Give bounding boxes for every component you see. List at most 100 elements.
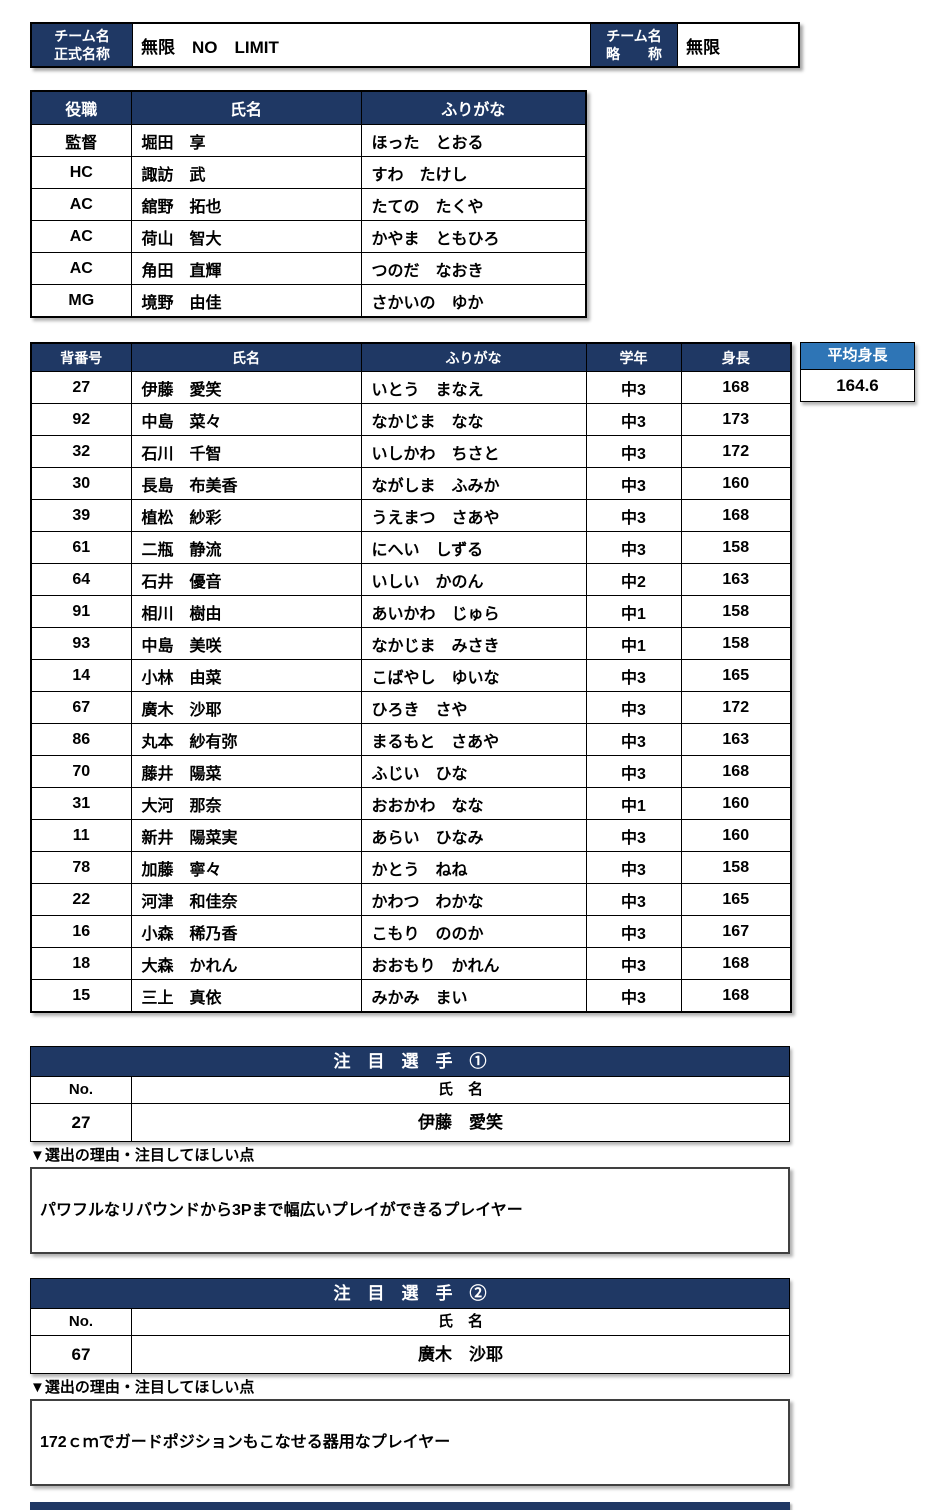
player-furigana-cell: なかじま なな xyxy=(360,403,587,436)
player-number-cell: 61 xyxy=(30,531,132,564)
featured-player-1-table: 注 目 選 手 ① No. 氏 名 27 伊藤 愛笑 xyxy=(30,1046,790,1142)
featured-player-2-title: 注 目 選 手 ② xyxy=(31,1279,789,1309)
player-furigana-cell: いしい かのん xyxy=(360,563,587,596)
staff-name-cell: 荷山 智大 xyxy=(130,220,362,253)
player-height-cell: 168 xyxy=(680,947,792,980)
player-header-grade: 学年 xyxy=(585,342,682,372)
staff-role-cell: HC xyxy=(30,156,132,189)
player-number-cell: 27 xyxy=(30,371,132,404)
staff-row: AC 角田 直輝 つのだ なおき xyxy=(30,252,587,285)
staff-name-cell: 諏訪 武 xyxy=(130,156,362,189)
player-row: 86 丸本 紗有弥 まるもと さあや 中3 163 xyxy=(30,723,792,756)
player-height-cell: 158 xyxy=(680,627,792,660)
staff-row: AC 荷山 智大 かやま ともひろ xyxy=(30,220,587,253)
player-row: 14 小林 由菜 こばやし ゆいな 中3 165 xyxy=(30,659,792,692)
player-grade-cell: 中3 xyxy=(585,467,682,500)
player-height-cell: 173 xyxy=(680,403,792,436)
player-number-cell: 11 xyxy=(30,819,132,852)
team-name-block: チーム名 正式名称 無限 NO LIMIT チーム名 略 称 無限 xyxy=(30,22,800,68)
team-official-name-value: 無限 NO LIMIT xyxy=(141,37,279,57)
player-height-cell: 160 xyxy=(680,787,792,820)
player-header-height: 身長 xyxy=(680,342,792,372)
staff-name-cell: 角田 直輝 xyxy=(130,252,362,285)
player-height-cell: 172 xyxy=(680,691,792,724)
player-row: 70 藤井 陽菜 ふじい ひな 中3 168 xyxy=(30,755,792,788)
featured-player-2-name: 廣木 沙耶 xyxy=(418,1345,503,1364)
player-grade-cell: 中3 xyxy=(585,691,682,724)
player-number-cell: 31 xyxy=(30,787,132,820)
player-number-cell: 15 xyxy=(30,979,132,1013)
featured-player-2-reason-box: 172ｃｍでガードポジションもこなせる器用なプレイヤー xyxy=(30,1399,790,1486)
staff-header-name: 氏名 xyxy=(130,90,362,125)
player-furigana-cell: いとう まなえ xyxy=(360,371,587,404)
player-furigana-cell: うえまつ さあや xyxy=(360,499,587,532)
player-furigana-cell: あいかわ じゅら xyxy=(360,595,587,628)
player-row: 32 石川 千智 いしかわ ちさと 中3 172 xyxy=(30,435,792,468)
staff-row: HC 諏訪 武 すわ たけし xyxy=(30,156,587,189)
player-name-cell: 丸本 紗有弥 xyxy=(130,723,362,756)
average-height-value: 164.6 xyxy=(800,370,915,402)
player-grade-cell: 中2 xyxy=(585,563,682,596)
player-grade-cell: 中3 xyxy=(585,979,682,1013)
player-row: 18 大森 かれん おおもり かれん 中3 168 xyxy=(30,947,792,980)
average-height-column: 平均身長 164.6 xyxy=(800,342,915,402)
featured-player-1-name: 伊藤 愛笑 xyxy=(418,1113,503,1132)
player-furigana-cell: おおもり かれん xyxy=(360,947,587,980)
player-number-cell: 67 xyxy=(30,691,132,724)
player-grade-cell: 中3 xyxy=(585,755,682,788)
team-short-name-value: 無限 xyxy=(686,37,720,57)
player-header-row: 背番号 氏名 ふりがな 学年 身長 xyxy=(30,342,792,372)
player-number-cell: 70 xyxy=(30,755,132,788)
player-height-cell: 167 xyxy=(680,915,792,948)
featured-player-1-header-row: No. 氏 名 xyxy=(31,1077,789,1104)
player-name-cell: 加藤 寧々 xyxy=(130,851,362,884)
staff-table: 役職 氏名 ふりがな 監督 堀田 享 ほった とおる HC 諏訪 武 すわ たけ… xyxy=(30,90,587,318)
player-height-cell: 160 xyxy=(680,819,792,852)
player-height-cell: 165 xyxy=(680,883,792,916)
player-number-cell: 18 xyxy=(30,947,132,980)
featured-player-2-header-row: No. 氏 名 xyxy=(31,1309,789,1336)
player-number-cell: 93 xyxy=(30,627,132,660)
player-grade-cell: 中3 xyxy=(585,531,682,564)
team-short-label-line1: チーム名 xyxy=(606,27,662,44)
player-height-cell: 158 xyxy=(680,531,792,564)
team-short-name-label: チーム名 略 称 xyxy=(590,24,678,66)
player-row: 27 伊藤 愛笑 いとう まなえ 中3 168 xyxy=(30,371,792,404)
player-row: 16 小森 稀乃香 こもり ののか 中3 167 xyxy=(30,915,792,948)
player-number-cell: 39 xyxy=(30,499,132,532)
staff-row: AC 舘野 拓也 たての たくや xyxy=(30,188,587,221)
player-height-cell: 158 xyxy=(680,851,792,884)
player-height-cell: 163 xyxy=(680,563,792,596)
player-grade-cell: 中3 xyxy=(585,435,682,468)
player-name-cell: 三上 真依 xyxy=(130,979,362,1013)
player-furigana-cell: こばやし ゆいな xyxy=(360,659,587,692)
team-official-label-line2: 正式名称 xyxy=(54,46,110,62)
player-furigana-cell: おおかわ なな xyxy=(360,787,587,820)
player-row: 11 新井 陽菜実 あらい ひなみ 中3 160 xyxy=(30,819,792,852)
player-name-cell: 植松 紗彩 xyxy=(130,499,362,532)
average-height-header: 平均身長 xyxy=(800,342,915,370)
team-official-name-label: チーム名 正式名称 xyxy=(32,24,133,66)
staff-row: 監督 堀田 享 ほった とおる xyxy=(30,124,587,157)
player-grade-cell: 中3 xyxy=(585,819,682,852)
featured-player-2-table: 注 目 選 手 ② No. 氏 名 67 廣木 沙耶 xyxy=(30,1278,790,1374)
staff-role-cell: AC xyxy=(30,188,132,221)
player-height-cell: 168 xyxy=(680,371,792,404)
player-grade-cell: 中3 xyxy=(585,851,682,884)
featured-player-1-title: 注 目 選 手 ① xyxy=(31,1047,789,1077)
player-row: 78 加藤 寧々 かとう ねね 中3 158 xyxy=(30,851,792,884)
player-number-cell: 16 xyxy=(30,915,132,948)
player-name-cell: 相川 樹由 xyxy=(130,595,362,628)
player-row: 61 二瓶 静流 にへい しずる 中3 158 xyxy=(30,531,792,564)
player-name-cell: 伊藤 愛笑 xyxy=(130,371,362,404)
team-short-label-line2: 略 称 xyxy=(606,46,662,62)
staff-name-cell: 境野 由佳 xyxy=(130,284,362,318)
staff-role-cell: AC xyxy=(30,252,132,285)
player-name-cell: 石川 千智 xyxy=(130,435,362,468)
player-row: 30 長島 布美香 ながしま ふみか 中3 160 xyxy=(30,467,792,500)
featured-player-1-no-label: No. xyxy=(31,1077,132,1103)
staff-role-cell: MG xyxy=(30,284,132,318)
player-number-cell: 78 xyxy=(30,851,132,884)
featured-player-1-number: 27 xyxy=(31,1104,132,1141)
staff-furigana-cell: すわ たけし xyxy=(360,156,587,189)
